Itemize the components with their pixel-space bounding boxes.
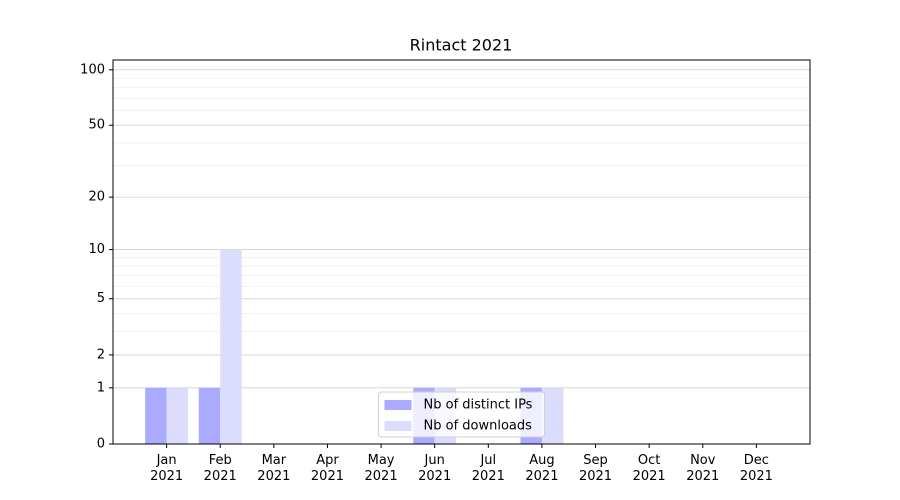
bar (220, 249, 242, 444)
x-tick-label: May 2021 (364, 453, 398, 484)
x-tick-label: Oct 2021 (632, 453, 666, 484)
x-tick-label: Jan 2021 (150, 453, 184, 484)
bar (145, 387, 167, 444)
legend-box (378, 391, 545, 438)
x-tick-label: Mar 2021 (257, 453, 291, 484)
bar (198, 387, 221, 444)
legend-swatch (384, 400, 412, 410)
x-tick-label: Sep 2021 (578, 453, 613, 484)
y-tick-label: 2 (97, 347, 105, 362)
y-tick-label: 10 (88, 242, 105, 257)
plot-frame (112, 59, 811, 445)
bar (166, 387, 189, 444)
x-tick-label: Nov 2021 (686, 453, 720, 484)
x-tick-label: Feb 2021 (203, 453, 237, 484)
y-tick-label: 0 (97, 437, 105, 452)
bar (541, 387, 564, 444)
x-tick-label: Dec 2021 (739, 453, 773, 484)
y-tick-label: 1 (97, 380, 105, 395)
y-tick-label: 100 (80, 62, 105, 77)
y-tick-label: 5 (97, 291, 105, 306)
x-tick-label: Aug 2021 (525, 453, 559, 484)
chart-title: Rintact 2021 (410, 36, 513, 55)
legend-label: Nb of distinct IPs (424, 398, 533, 413)
y-tick-label: 50 (88, 118, 105, 133)
x-tick-label: Jun 2021 (418, 453, 452, 484)
y-tick-label: 20 (88, 190, 105, 205)
legend: Nb of distinct IPs Nb of downloads (378, 391, 545, 438)
legend-swatch (384, 421, 412, 431)
x-tick-label: Jul 2021 (471, 453, 505, 484)
x-tick-label: Apr 2021 (310, 453, 344, 484)
legend-label: Nb of downloads (424, 419, 533, 434)
